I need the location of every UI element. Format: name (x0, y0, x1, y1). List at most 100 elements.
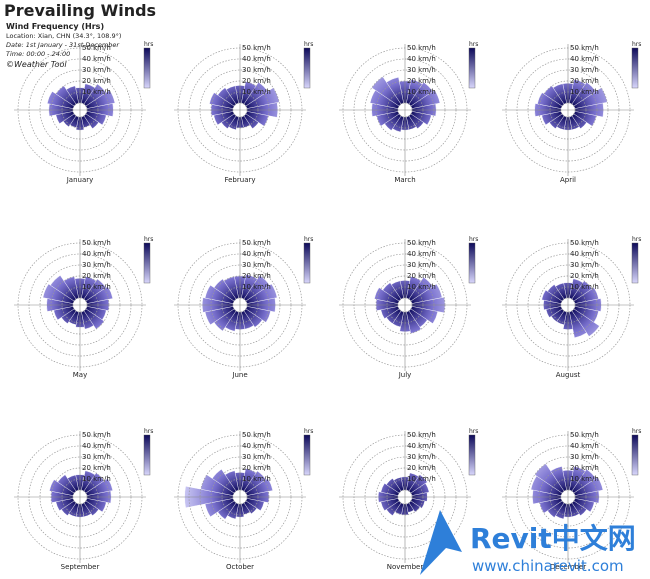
wind-wedge (386, 478, 402, 494)
legend-label: hrs (632, 428, 641, 435)
legend-bar (303, 47, 311, 89)
speed-label: 20 km/h (407, 464, 436, 472)
charts: 10 km/h 20 km/h 30 km/h 40 km/h 50 km/h hrs Ja… (14, 41, 641, 571)
speed-label: 30 km/h (570, 66, 599, 74)
speed-label: 40 km/h (242, 55, 271, 63)
legend-bar (631, 242, 639, 284)
wind-wedge (83, 500, 99, 516)
legend-label: hrs (632, 41, 641, 48)
speed-label: 20 km/h (242, 464, 271, 472)
speed-label: 10 km/h (570, 283, 599, 291)
speed-label: 30 km/h (407, 66, 436, 74)
legend-bar (468, 47, 476, 89)
month-label: June (231, 371, 247, 379)
speed-label: 40 km/h (82, 55, 111, 63)
wind-wedge (66, 85, 79, 105)
speed-label: 30 km/h (407, 453, 436, 461)
speed-label: 50 km/h (407, 431, 436, 439)
legend-label: hrs (304, 41, 313, 48)
speed-label: 50 km/h (82, 239, 111, 247)
speed-label: 20 km/h (242, 77, 271, 85)
speed-label: 40 km/h (242, 442, 271, 450)
wind-rose: 10 km/h 20 km/h 30 km/h 40 km/h 50 km/h hrs Ap… (502, 41, 641, 184)
speed-label: 20 km/h (82, 464, 111, 472)
wind-wedge (57, 474, 77, 494)
wind-wedge (226, 85, 239, 105)
legend-bar (468, 434, 476, 476)
speed-label: 40 km/h (407, 55, 436, 63)
legend-label: hrs (469, 428, 478, 435)
wind-wedge (547, 284, 565, 302)
speed-label: 30 km/h (407, 261, 436, 269)
speed-label: 40 km/h (570, 442, 599, 450)
wind-rose: 10 km/h 20 km/h 30 km/h 40 km/h 50 km/h hrs Oc… (174, 428, 313, 571)
wind-rose: 10 km/h 20 km/h 30 km/h 40 km/h 50 km/h hrs Ma… (14, 236, 153, 379)
wind-rose: 10 km/h 20 km/h 30 km/h 40 km/h 50 km/h hrs No… (339, 428, 478, 571)
wind-wedge (217, 87, 237, 107)
speed-label: 20 km/h (570, 464, 599, 472)
speed-label: 20 km/h (407, 77, 436, 85)
wind-rose: 10 km/h 20 km/h 30 km/h 40 km/h 50 km/h hrs De… (502, 428, 641, 571)
legend-label: hrs (144, 428, 153, 435)
logo-mark (420, 510, 462, 575)
month-label: November (387, 563, 424, 571)
speed-label: 10 km/h (407, 283, 436, 291)
legend-bar (143, 47, 151, 89)
wind-wedge (410, 111, 432, 126)
wind-wedge (245, 306, 271, 323)
wind-wedge (382, 282, 402, 302)
speed-label: 10 km/h (82, 283, 111, 291)
speed-label: 20 km/h (570, 272, 599, 280)
legend-label: hrs (144, 41, 153, 48)
wind-wedge (243, 308, 263, 328)
wind-wedge (408, 113, 424, 129)
wind-wedge (410, 498, 426, 509)
speed-label: 50 km/h (407, 239, 436, 247)
speed-label: 20 km/h (82, 272, 111, 280)
month-label: May (73, 371, 87, 379)
wind-wedge (555, 282, 567, 300)
legend-label: hrs (304, 428, 313, 435)
legend-bar (303, 434, 311, 476)
speed-label: 50 km/h (242, 431, 271, 439)
wind-rose: 10 km/h 20 km/h 30 km/h 40 km/h 50 km/h hrs Ju… (174, 236, 313, 379)
legend-bar (631, 47, 639, 89)
speed-label: 50 km/h (82, 44, 111, 52)
legend-bar (303, 242, 311, 284)
wind-wedge (571, 500, 587, 516)
speed-label: 40 km/h (570, 250, 599, 258)
wind-wedge (213, 278, 237, 302)
month-label: October (226, 563, 254, 571)
speed-label: 10 km/h (82, 88, 111, 96)
month-label: February (224, 176, 255, 184)
wind-wedge (571, 113, 587, 129)
wind-rose: 10 km/h 20 km/h 30 km/h 40 km/h 50 km/h hrs Se… (14, 428, 153, 571)
speed-label: 50 km/h (82, 431, 111, 439)
speed-label: 50 km/h (570, 44, 599, 52)
wind-wedge (408, 474, 428, 494)
speed-label: 30 km/h (82, 261, 111, 269)
date: Date: 1st January - 31st December (6, 41, 120, 49)
month-label: April (560, 176, 576, 184)
legend-bar (631, 434, 639, 476)
wind-rose: 10 km/h 20 km/h 30 km/h 40 km/h 50 km/h hrs Au… (502, 236, 641, 379)
month-label: March (394, 176, 415, 184)
speed-label: 10 km/h (407, 475, 436, 483)
time: Time: 00:00 - 24:00 (6, 50, 70, 58)
speed-label: 40 km/h (82, 250, 111, 258)
wind-wedge (571, 308, 600, 337)
speed-label: 20 km/h (407, 272, 436, 280)
speed-label: 10 km/h (242, 88, 271, 96)
legend-label: hrs (469, 236, 478, 243)
speed-label: 50 km/h (570, 239, 599, 247)
wind-wedge (550, 466, 567, 492)
speed-label: 50 km/h (407, 44, 436, 52)
month-label: September (61, 563, 100, 571)
legend-label: hrs (632, 236, 641, 243)
location: Location: Xian, CHN (34.3°, 108.9°) (6, 32, 121, 40)
wind-wedge (85, 111, 107, 126)
speed-label: 50 km/h (242, 239, 271, 247)
speed-label: 50 km/h (242, 44, 271, 52)
watermark-url: www.chinarevit.com (472, 557, 624, 575)
speed-label: 30 km/h (570, 453, 599, 461)
